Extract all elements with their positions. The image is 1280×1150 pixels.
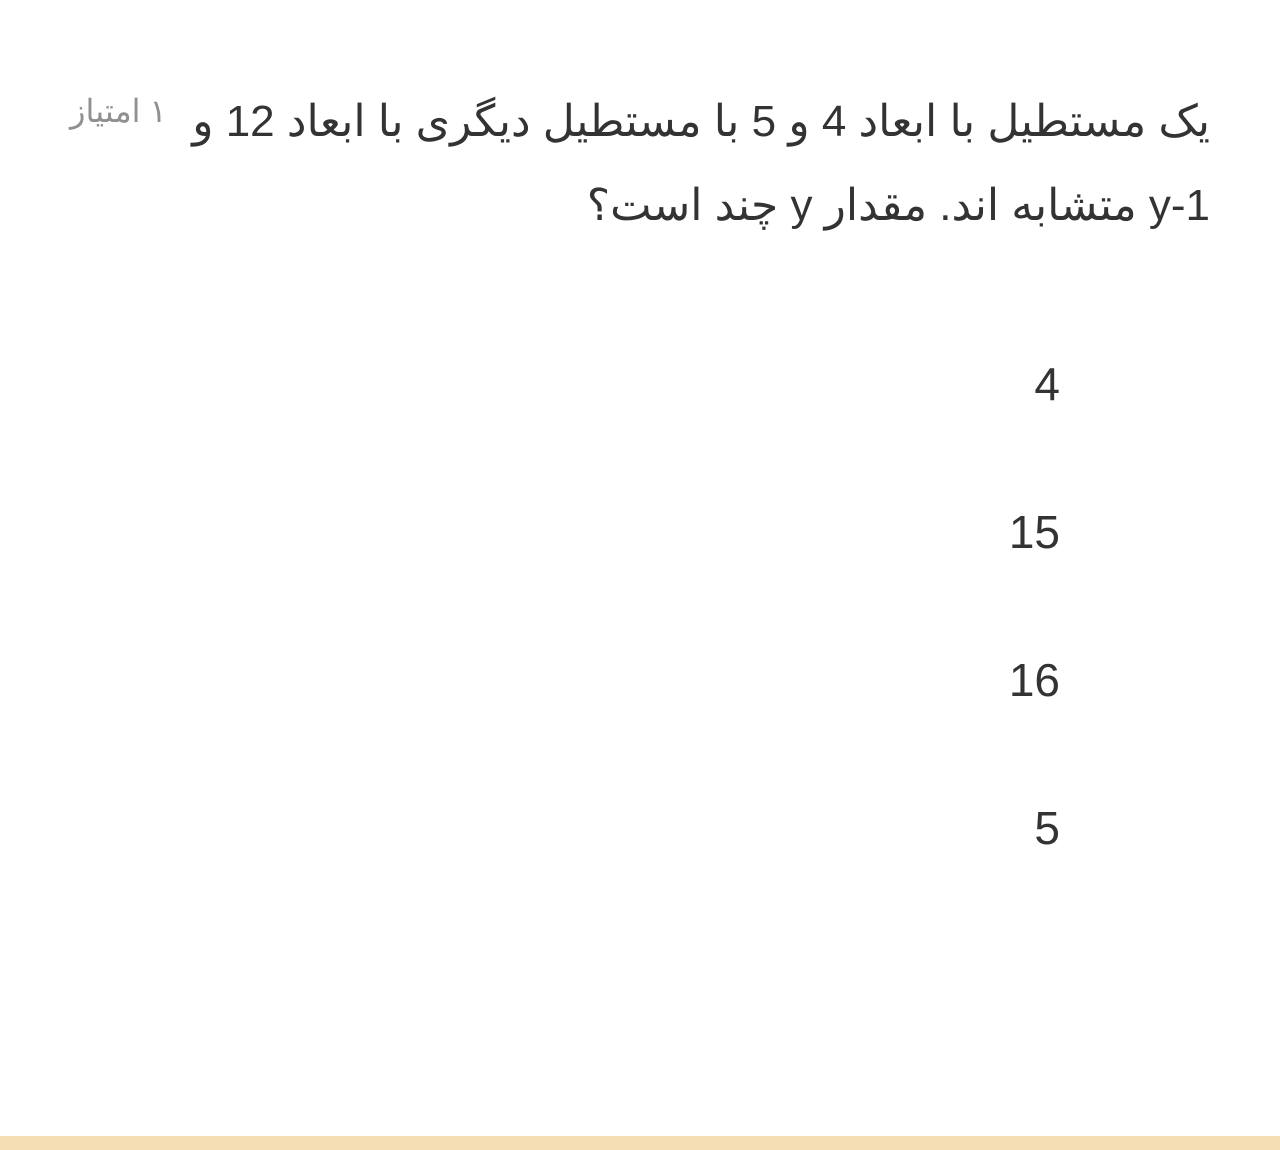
option-1[interactable]: 4 (70, 357, 1060, 411)
option-4[interactable]: 5 (70, 801, 1060, 855)
question-header: یک مستطیل با ابعاد 4 و 5 با مستطیل دیگری… (70, 80, 1210, 247)
question-container: یک مستطیل با ابعاد 4 و 5 با مستطیل دیگری… (0, 0, 1280, 855)
options-container: 4 15 16 5 (70, 357, 1210, 855)
option-2[interactable]: 15 (70, 505, 1060, 559)
bottom-bar (0, 1136, 1280, 1150)
question-text: یک مستطیل با ابعاد 4 و 5 با مستطیل دیگری… (187, 80, 1210, 247)
option-3[interactable]: 16 (70, 653, 1060, 707)
points-label: ۱ امتیاز (70, 92, 167, 130)
